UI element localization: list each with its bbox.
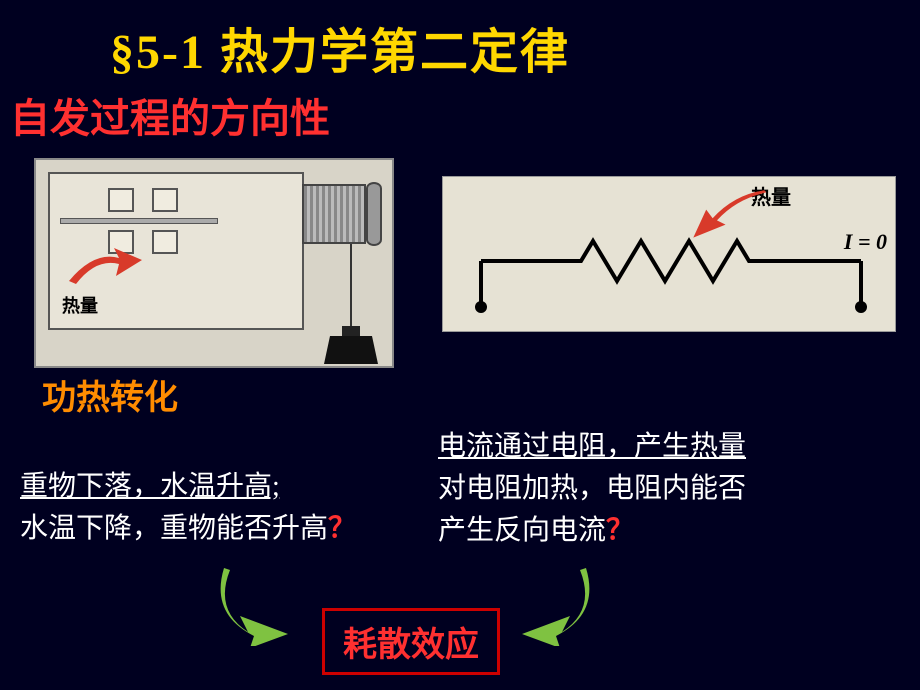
right-q-line2: 对电阻加热，电阻内能否 [438, 473, 746, 504]
slide-title: §5-1 热力学第二定律 [110, 12, 570, 82]
left-q-line2: 水温下降，重物能否升高 [20, 513, 328, 544]
slide-subtitle: 自发过程的方向性 [10, 86, 330, 144]
left-question-text: 重物下落，水温升高; 水温下降，重物能否升高？ [20, 466, 356, 550]
right-q-line1: 电流通过电阻，产生热量 [438, 431, 746, 462]
question-mark-icon: ？ [328, 513, 356, 544]
right-q-line3: 产生反向电流 [438, 515, 606, 546]
left-q-line1: 重物下落，水温升高; [20, 471, 280, 502]
curved-arrow-left-icon [210, 566, 300, 646]
question-mark-icon: ？ [606, 515, 634, 546]
drum [302, 184, 366, 244]
weight-neck [342, 326, 360, 336]
falling-weight [324, 336, 378, 364]
heat-arrow-icon [64, 246, 144, 286]
resistor-circuit-icon [471, 205, 871, 315]
right-question-text: 电流通过电阻，产生热量 对电阻加热，电阻内能否 产生反向电流？ [438, 426, 746, 552]
drum-cap [366, 182, 382, 246]
curved-arrow-right-icon [510, 566, 600, 646]
work-heat-diagram: 热量 [34, 158, 394, 368]
electric-heat-diagram: 热量 I = 0 [442, 176, 896, 332]
work-heat-label: 功热转化 [42, 370, 178, 419]
dissipation-box: 耗散效应 [322, 608, 500, 675]
string [350, 244, 352, 326]
heat-label-left: 热量 [62, 292, 98, 318]
